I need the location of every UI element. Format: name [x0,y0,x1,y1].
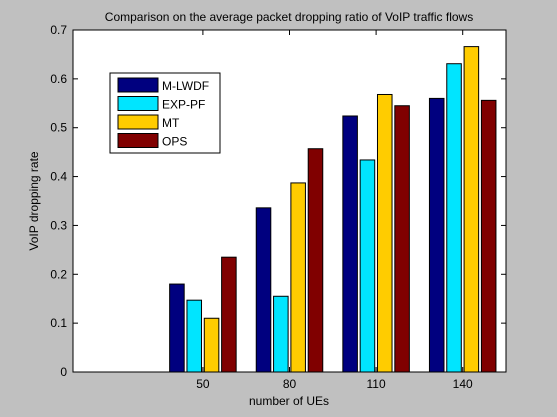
legend: M-LWDF EXP-PF MT OPS [109,72,221,154]
bar-m-lwdf-80 [255,207,272,373]
y-axis: 0 0.1 0.2 0.3 0.4 0.5 0.6 0.7 [50,23,506,379]
y-tick-label: 0.1 [50,316,67,330]
x-tick-label: 80 [283,377,297,391]
bar-exp-pf-50 [186,299,203,373]
y-tick-label: 0.2 [50,267,67,281]
y-tick-label: 0.6 [50,72,67,86]
bar-ops-50 [221,256,237,373]
y-tick-label: 0.7 [50,23,67,37]
legend-swatch-exp-pf [117,96,159,111]
bar-exp-pf-110 [359,159,376,373]
bar-exp-pf-140 [446,63,462,373]
bar-mt-50 [203,317,220,373]
x-tick-label: 50 [196,377,210,391]
bar-ops-80 [307,148,324,373]
legend-swatch-mt [117,114,159,130]
legend-label: OPS [162,135,187,149]
bar-ops-110 [394,105,410,373]
legend-label: EXP-PF [162,98,205,112]
x-axis: 50 80 110 140 [196,30,473,391]
y-axis-label: VoIP dropping rate [27,151,41,251]
bars [169,46,497,373]
y-tick-label: 0 [60,365,67,379]
bar-mt-110 [376,93,393,373]
bar-m-lwdf-50 [169,283,185,373]
legend-label: M-LWDF [162,79,209,93]
legend-swatch-m-lwdf [117,77,159,93]
x-tick-label: 140 [453,377,473,391]
bar-m-lwdf-140 [428,97,445,373]
y-tick-label: 0.4 [50,170,67,184]
x-axis-label: number of UEs [249,394,329,408]
y-tick-label: 0.5 [50,121,67,135]
bar-ops-140 [480,99,497,373]
bar-exp-pf-80 [273,295,289,373]
bar-m-lwdf-110 [342,115,358,373]
bar-mt-80 [290,182,306,373]
y-tick-label: 0.3 [50,218,67,232]
chart-title: Comparison on the average packet droppin… [105,10,473,24]
x-tick-label: 110 [367,377,386,391]
legend-label: MT [162,116,180,130]
bar-mt-140 [463,46,480,373]
legend-swatch-ops [117,133,159,148]
